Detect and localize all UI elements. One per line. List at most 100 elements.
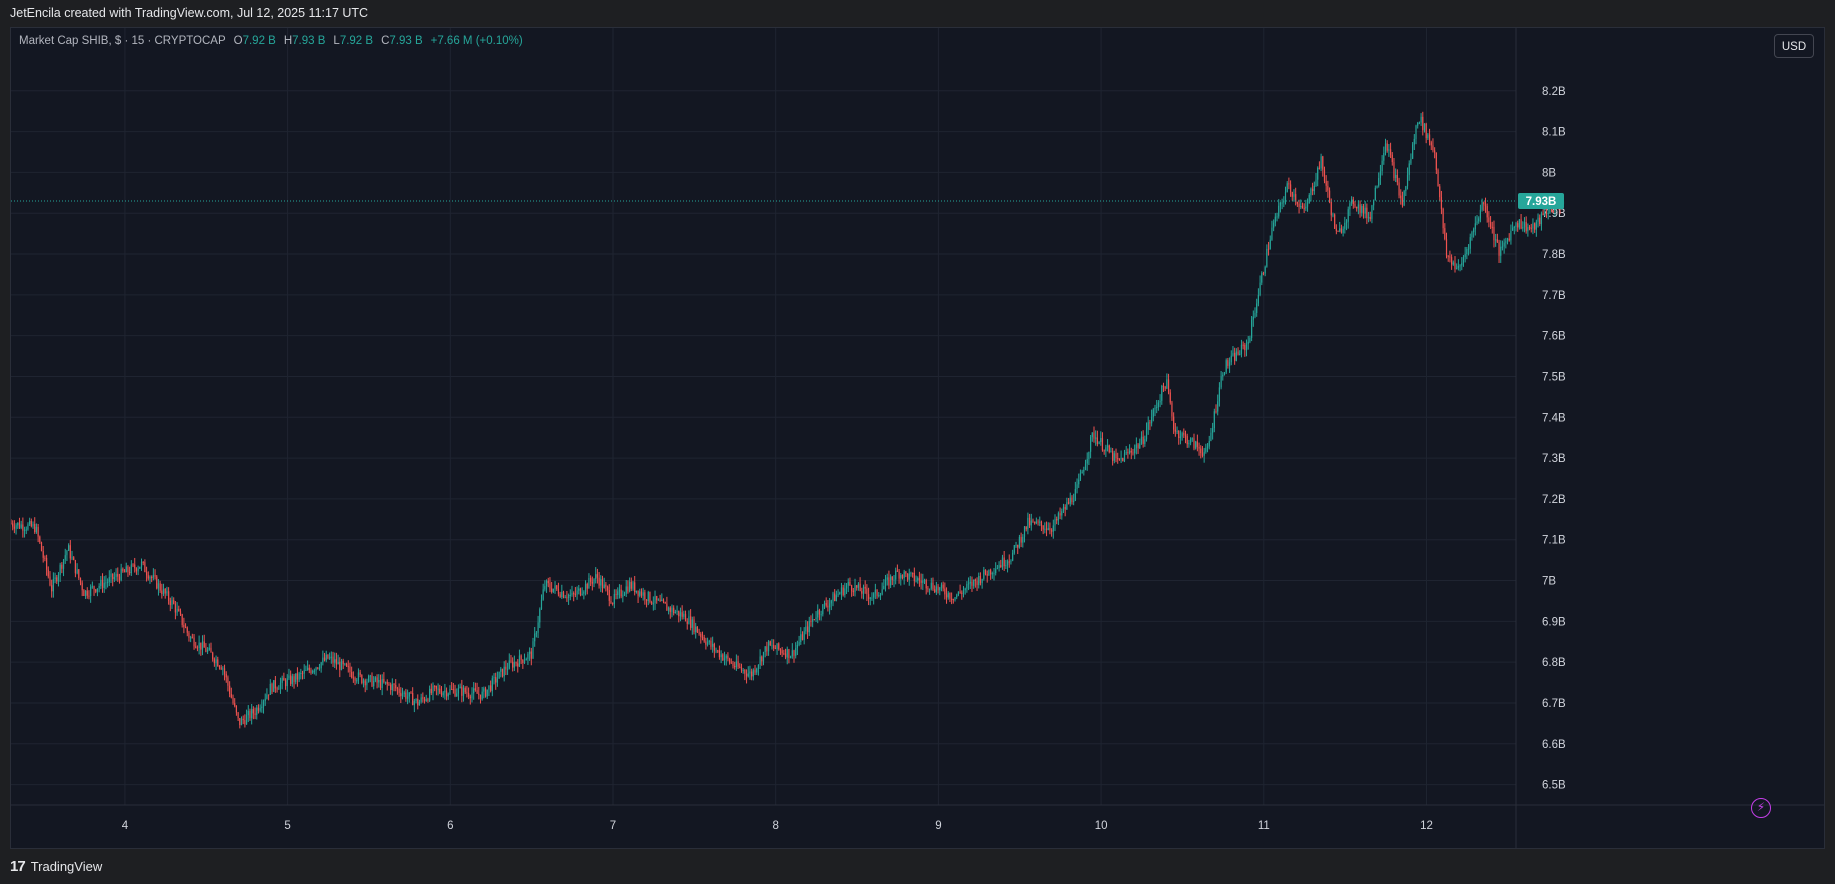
candle-body [429,688,431,701]
candle-body [384,681,387,683]
candle-body [56,577,58,582]
candle-body [1301,206,1304,209]
candle-body [252,709,254,714]
candle-body [317,667,319,669]
candle-body [937,586,939,591]
candle-body [479,694,482,700]
candle-body [1044,528,1046,530]
candle-body [1191,438,1193,440]
candle-body [1406,174,1409,187]
candle-body [678,610,680,617]
candle-body [534,633,536,642]
bolt-icon[interactable]: ⚡ [1751,798,1771,818]
candle-body [595,574,597,579]
candle-body [345,663,348,667]
candle-body [1212,428,1214,433]
candle-body [729,658,731,663]
candle-body [713,643,715,651]
candle-body [320,662,322,669]
candle-body [1228,362,1231,366]
candle-body [818,610,821,615]
candle-body [800,634,802,643]
candle-body [1140,436,1143,444]
candle-body [434,685,436,687]
candle-body [791,650,793,657]
candle-body [157,583,160,589]
tradingview-logo-icon[interactable]: 17 [10,858,26,875]
candle-body [93,586,95,590]
candle-body [530,651,532,659]
candle-body [100,579,102,586]
candle-body [64,555,66,560]
candle-body [1025,526,1027,530]
candle-body [412,693,414,706]
candle-body [617,591,619,596]
candle-body [261,706,263,709]
candle-body [339,661,341,670]
candle-body [905,571,907,574]
candle-body [54,577,56,580]
candle-body [1298,203,1300,207]
candle-body [1247,341,1249,344]
candle-body [576,590,578,595]
candle-body [249,710,251,719]
candle-body [1122,457,1124,462]
candle-body [869,597,871,599]
candle-body [493,677,495,679]
brand-name[interactable]: TradingView [30,859,103,874]
candle-body [734,665,736,668]
currency-button[interactable]: USD [1774,34,1814,58]
candle-body [95,589,97,592]
chart-area[interactable]: 6.5B 6.6B 6.7B 6.8B 6.9B 7B 7.1B 7.2B 7.3B 7.4B 7.… [10,27,1825,849]
candle-body [551,588,553,592]
candle-body [483,688,485,692]
candle-body [205,647,207,652]
candle-body [337,661,339,665]
candle-body [1457,265,1459,268]
candle-body [300,672,302,674]
candle-body [274,680,276,689]
candle-body [305,669,307,671]
candle-body [201,641,204,650]
candle-body [1552,211,1554,213]
candle-body [693,619,695,633]
candle-body [730,662,732,664]
candle-body [1322,156,1324,170]
candle-body [29,520,31,525]
candle-body [1466,248,1468,255]
candle-body [498,671,500,679]
candle-body [1376,185,1378,188]
candle-body [139,566,141,569]
candle-body [912,572,914,574]
y-tick-label: 8B [1542,167,1556,179]
candle-body [469,696,471,699]
candle-body [542,589,544,600]
candle-body [1432,145,1434,151]
candle-body [410,692,412,694]
candle-body [1101,438,1104,451]
candle-body [1254,312,1256,317]
candle-body [220,667,222,670]
price-chart[interactable]: 6.5B 6.6B 6.7B 6.8B 6.9B 7B 7.1B 7.2B 7.3B 7.4B 7.… [11,28,1824,848]
candle-body [783,653,785,655]
candle-body [140,561,143,567]
x-tick-label: 4 [122,820,129,832]
candle-body [574,594,576,596]
candle-body [1096,437,1098,445]
candle-body [661,599,663,602]
candle-body [437,688,439,690]
candle-body [393,684,395,686]
candle-body [764,646,766,652]
candle-body [513,662,515,668]
candle-body [622,595,624,597]
candle-body [315,667,317,671]
candle-body [915,580,917,582]
candle-body [1086,459,1088,464]
candle-body [954,597,956,601]
candle-body [1027,517,1029,530]
candle-body [239,718,241,726]
symbol-title[interactable]: Market Cap SHIB, $ · 15 · CRYPTOCAP [19,35,226,47]
candle-body [971,581,973,586]
candle-body [1001,557,1004,568]
candle-body [1215,411,1217,413]
